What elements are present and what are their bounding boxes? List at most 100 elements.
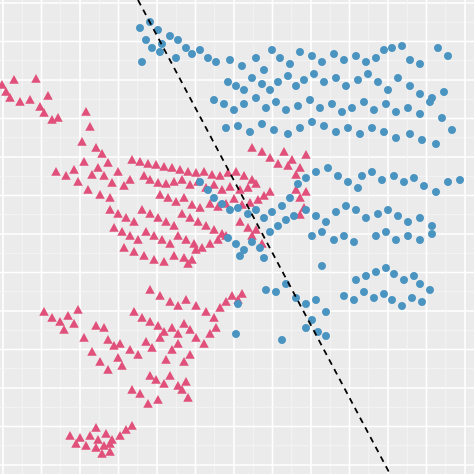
circle-point bbox=[268, 208, 276, 216]
circle-point bbox=[428, 230, 436, 238]
triangle-point bbox=[191, 301, 201, 310]
circle-point bbox=[338, 108, 346, 116]
circle-point bbox=[406, 130, 414, 138]
decision-boundary-line bbox=[137, 0, 391, 474]
triangle-point bbox=[93, 163, 103, 172]
circle-point bbox=[316, 104, 324, 112]
circle-point bbox=[374, 78, 382, 86]
triangle-point bbox=[115, 431, 125, 440]
triangle-point bbox=[243, 183, 253, 192]
circle-point bbox=[426, 286, 434, 294]
circle-point bbox=[416, 280, 424, 288]
triangle-point bbox=[183, 393, 193, 402]
triangle-point bbox=[149, 231, 159, 240]
circle-point bbox=[282, 216, 290, 224]
triangle-point bbox=[247, 231, 257, 240]
triangle-point bbox=[161, 179, 171, 188]
triangle-point bbox=[153, 321, 163, 330]
circle-point bbox=[350, 296, 358, 304]
circle-point bbox=[408, 294, 416, 302]
triangle-point bbox=[77, 137, 87, 146]
triangle-point bbox=[97, 149, 107, 158]
triangle-point bbox=[191, 245, 201, 254]
triangle-point bbox=[239, 171, 249, 180]
circle-point bbox=[382, 228, 390, 236]
triangle-point bbox=[211, 323, 221, 332]
triangle-point bbox=[251, 225, 261, 234]
triangle-point bbox=[185, 213, 195, 222]
triangle-point bbox=[265, 187, 275, 196]
triangle-point bbox=[209, 225, 219, 234]
triangle-point bbox=[85, 431, 95, 440]
circle-point bbox=[296, 124, 304, 132]
triangle-point bbox=[213, 202, 223, 211]
circle-point bbox=[432, 188, 440, 196]
circle-point bbox=[438, 114, 446, 122]
triangle-point bbox=[39, 108, 49, 117]
triangle-point bbox=[157, 235, 167, 244]
triangle-point bbox=[183, 167, 193, 176]
triangle-point bbox=[95, 190, 105, 199]
circle-point bbox=[260, 214, 268, 222]
triangle-point bbox=[295, 163, 305, 172]
triangle-point bbox=[177, 385, 187, 394]
circle-point bbox=[400, 178, 408, 186]
triangle-point bbox=[75, 433, 85, 442]
circle-point bbox=[302, 206, 310, 214]
circle-point bbox=[276, 54, 284, 62]
triangle-point bbox=[113, 209, 123, 218]
triangle-point bbox=[187, 200, 197, 209]
triangle-point bbox=[143, 159, 153, 168]
circle-point bbox=[232, 240, 240, 248]
triangle-point bbox=[159, 162, 169, 171]
circle-point bbox=[364, 70, 372, 78]
triangle-point bbox=[205, 239, 215, 248]
triangle-point bbox=[115, 339, 125, 348]
circle-point bbox=[248, 238, 256, 246]
circle-point bbox=[248, 74, 256, 82]
triangle-point bbox=[87, 170, 97, 179]
circle-point bbox=[404, 104, 412, 112]
triangle-point bbox=[187, 255, 197, 264]
circle-point bbox=[262, 286, 270, 294]
circle-point bbox=[348, 104, 356, 112]
triangle-point bbox=[127, 155, 137, 164]
triangle-point bbox=[155, 333, 165, 342]
circle-point bbox=[212, 58, 220, 66]
triangle-point bbox=[113, 167, 123, 176]
circle-point bbox=[292, 82, 300, 90]
circle-point bbox=[142, 36, 150, 44]
circle-point bbox=[456, 176, 464, 184]
triangle-point bbox=[103, 365, 113, 374]
triangle-point bbox=[145, 175, 155, 184]
circle-point bbox=[344, 178, 352, 186]
triangle-point bbox=[173, 381, 183, 390]
circle-point bbox=[274, 222, 282, 230]
triangle-point bbox=[199, 339, 209, 348]
triangle-point bbox=[125, 175, 135, 184]
circle-point bbox=[334, 172, 342, 180]
circle-point bbox=[302, 324, 310, 332]
circle-point bbox=[330, 50, 338, 58]
circle-point bbox=[380, 128, 388, 136]
circle-point bbox=[394, 74, 402, 82]
circle-point bbox=[278, 202, 286, 210]
triangle-point bbox=[145, 371, 155, 380]
triangle-point bbox=[197, 243, 207, 252]
triangle-point bbox=[119, 181, 129, 190]
triangle-point bbox=[235, 217, 245, 226]
circle-point bbox=[342, 82, 350, 90]
circle-point bbox=[380, 46, 388, 54]
triangle-point bbox=[229, 194, 239, 203]
circle-point bbox=[312, 168, 320, 176]
triangle-point bbox=[177, 209, 187, 218]
data-points bbox=[0, 18, 464, 458]
triangle-point bbox=[227, 291, 237, 300]
circle-point bbox=[240, 246, 248, 254]
circle-point bbox=[318, 58, 326, 66]
circle-point bbox=[210, 96, 218, 104]
circle-point bbox=[308, 232, 316, 240]
circle-point bbox=[300, 76, 308, 84]
triangle-point bbox=[191, 333, 201, 342]
